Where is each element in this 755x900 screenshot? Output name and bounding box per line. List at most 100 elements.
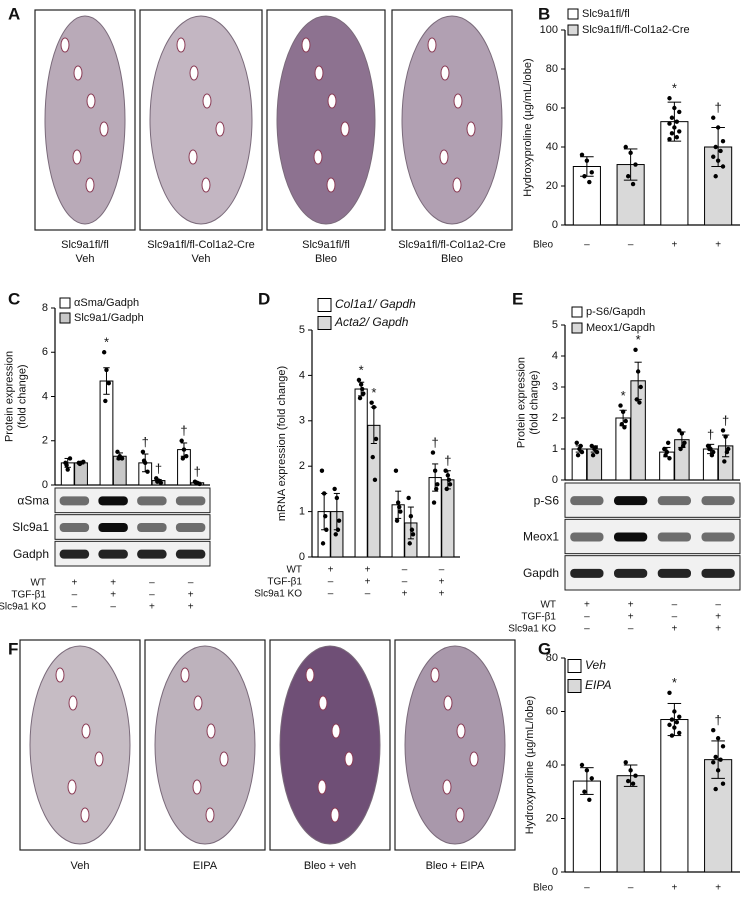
condition-value: – <box>584 240 590 251</box>
y-tick-label: 8 <box>42 302 48 314</box>
blot-band <box>614 532 648 542</box>
condition-value: – <box>584 624 590 635</box>
blot-label: Slc9a1 <box>12 520 49 534</box>
image-caption: Veh <box>76 253 95 265</box>
data-point <box>334 495 340 501</box>
data-point <box>715 125 721 130</box>
data-point <box>119 456 125 461</box>
bar <box>616 775 645 873</box>
condition-value: + <box>188 590 194 601</box>
legend-label: αSma/Gadph <box>74 297 139 309</box>
significance-marker: * <box>672 675 677 690</box>
data-point <box>65 467 70 472</box>
airway <box>314 65 324 81</box>
airway <box>443 695 453 711</box>
lung-section <box>154 645 256 845</box>
y-tick-label: 2 <box>552 412 558 424</box>
legend-swatch <box>59 312 71 324</box>
image-caption: Bleo <box>315 253 337 265</box>
legend-label: Slc9a1fl/fl-Col1a2-Cre <box>582 24 690 36</box>
data-point <box>410 532 416 537</box>
significance-marker: † <box>155 461 162 476</box>
y-tick-label: 3 <box>552 381 558 393</box>
data-point <box>369 400 374 405</box>
airway <box>305 667 315 683</box>
significance-marker: † <box>715 100 722 115</box>
data-point <box>430 450 436 455</box>
data-point <box>324 527 329 532</box>
airway <box>453 93 463 109</box>
legend-label: Slc9a1/Gadph <box>74 312 144 324</box>
y-tick-label: 0 <box>552 219 558 231</box>
data-point <box>720 164 726 169</box>
airway <box>205 807 215 823</box>
airway <box>344 751 354 767</box>
blot-band <box>570 568 604 578</box>
airway <box>215 121 225 137</box>
condition-value: + <box>365 577 371 588</box>
data-point <box>336 518 342 523</box>
lung-section <box>29 645 131 845</box>
data-point <box>667 722 672 728</box>
blot-label: Gadph <box>13 547 49 561</box>
data-point <box>587 179 592 185</box>
condition-value: – <box>402 565 408 576</box>
data-point <box>667 456 672 461</box>
airway <box>330 807 340 823</box>
airway <box>327 93 337 109</box>
y-tick-label: 20 <box>546 812 558 824</box>
condition-value: + <box>671 624 677 635</box>
data-point <box>320 541 326 546</box>
condition-label: TGF-β1 <box>521 612 556 623</box>
airway <box>72 149 82 165</box>
condition-value: – <box>628 240 634 251</box>
blot-band <box>59 549 90 559</box>
blot-label: αSma <box>17 494 49 508</box>
data-point <box>715 736 721 741</box>
data-point <box>679 431 685 436</box>
legend-swatch <box>317 298 332 312</box>
condition-value: + <box>671 883 677 894</box>
blot-band <box>137 523 167 532</box>
legend-swatch <box>567 8 579 20</box>
data-point <box>711 760 716 765</box>
data-point <box>672 725 677 730</box>
significance-marker: † <box>432 435 439 450</box>
y-axis-label: Protein expression <box>3 351 15 442</box>
y-tick-label: 0 <box>552 474 558 486</box>
airway <box>80 807 90 823</box>
condition-label: Slc9a1 KO <box>254 589 302 600</box>
blot-band <box>570 532 604 542</box>
lung-section <box>44 15 126 225</box>
blot-label: Gapdh <box>523 566 559 580</box>
data-point <box>193 480 199 485</box>
data-point <box>625 174 631 179</box>
blot-band <box>701 568 735 578</box>
condition-value: + <box>715 883 721 894</box>
image-caption: Bleo <box>441 253 463 265</box>
data-point <box>720 138 726 144</box>
y-axis-label: (fold change) <box>528 370 540 434</box>
bar <box>99 380 114 486</box>
data-point <box>590 453 596 458</box>
data-point <box>709 453 715 458</box>
y-tick-label: 40 <box>546 759 558 771</box>
blot-band <box>175 523 206 532</box>
data-point <box>674 119 680 124</box>
condition-value: – <box>149 578 155 589</box>
airway <box>206 723 216 739</box>
data-point <box>638 384 643 390</box>
data-point <box>724 449 730 455</box>
data-point <box>711 728 716 733</box>
lung-section <box>279 645 381 845</box>
data-point <box>713 754 718 760</box>
airway <box>318 695 328 711</box>
blot-band <box>614 496 648 506</box>
image-caption: Veh <box>192 253 211 265</box>
condition-value: + <box>628 612 634 623</box>
panel-letter: G <box>538 639 551 658</box>
condition-label: TGF-β1 <box>11 590 46 601</box>
data-point <box>323 513 328 519</box>
y-tick-label: 60 <box>546 705 558 717</box>
